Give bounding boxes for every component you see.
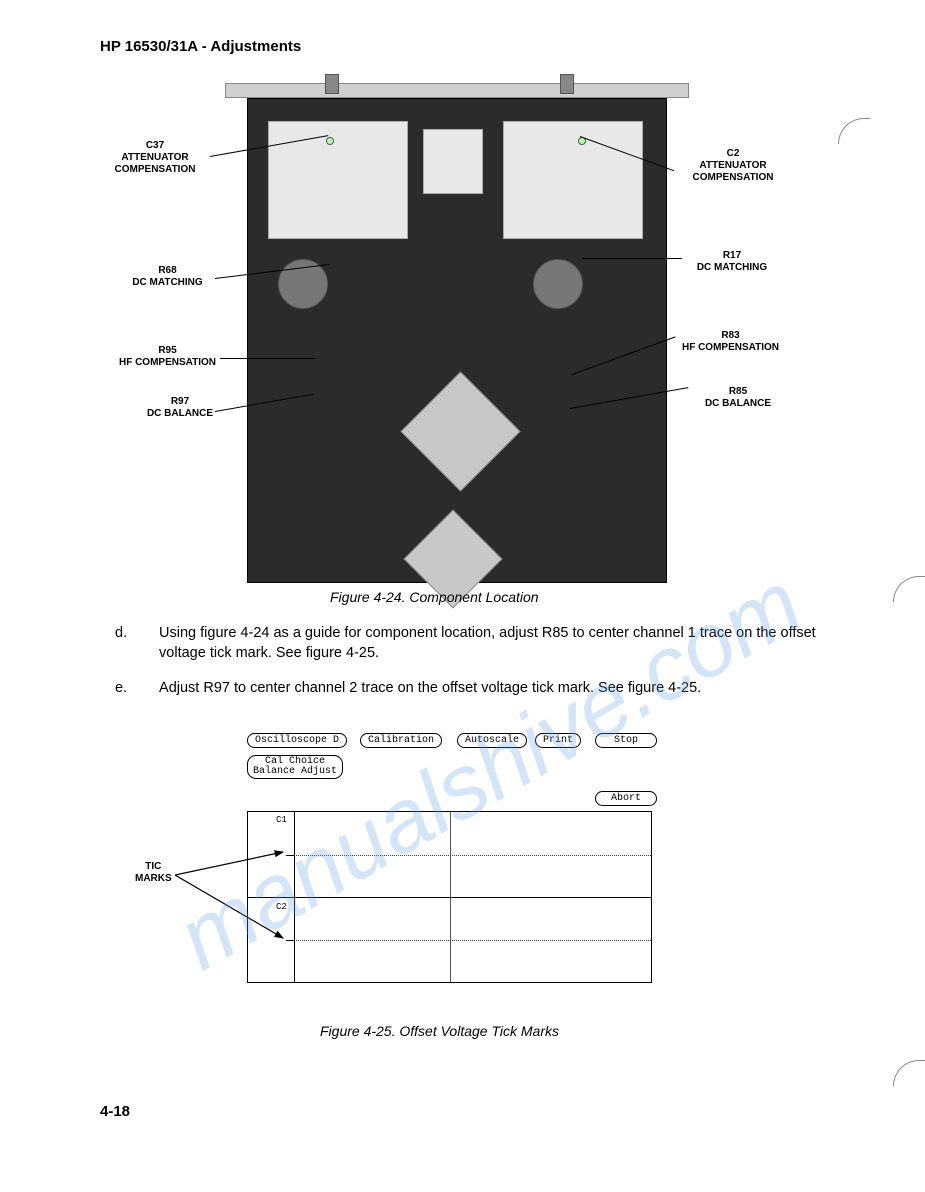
label-ref: R83	[721, 330, 739, 341]
tic-arrows	[175, 840, 290, 950]
label-desc: DC BALANCE	[147, 408, 213, 419]
cal-choice-button: Cal Choice Balance Adjust	[247, 755, 343, 779]
label-ref: R95	[158, 345, 176, 356]
tic-marks-label: TIC MARKS	[135, 861, 172, 885]
callout-line	[582, 258, 682, 259]
abort-button: Abort	[595, 791, 657, 806]
channel-1-label: C1	[276, 815, 287, 825]
label-ref: R85	[729, 386, 747, 397]
callout-line	[220, 358, 315, 359]
label-desc: HF COMPENSATION	[119, 357, 216, 368]
label-ref: C2	[727, 148, 740, 159]
figure-4-25-caption: Figure 4-25. Offset Voltage Tick Marks	[320, 1023, 559, 1039]
scope-trace-c1	[294, 855, 651, 856]
label-ref: C37	[146, 140, 164, 151]
label-ref: R17	[723, 250, 741, 261]
scope-trace-c2	[294, 940, 651, 941]
autoscale-button: Autoscale	[457, 733, 527, 748]
print-button: Print	[535, 733, 581, 748]
label-r17: R17 DC MATCHING	[682, 250, 782, 274]
punch-mark	[838, 118, 870, 144]
punch-mark	[893, 576, 925, 602]
label-r95: R95 HF COMPENSATION	[115, 345, 220, 369]
instruction-d: d. Using figure 4-24 as a guide for comp…	[115, 623, 855, 664]
cal-choice-line2: Balance Adjust	[253, 766, 337, 777]
label-c2: C2 ATTENUATOR COMPENSATION	[678, 148, 788, 184]
punch-mark	[893, 1060, 925, 1086]
pcb-board	[247, 98, 667, 583]
label-desc: DC MATCHING	[697, 262, 767, 273]
label-r85: R85 DC BALANCE	[688, 386, 788, 410]
scope-display: C1 C2	[247, 811, 652, 983]
label-desc: HF COMPENSATION	[682, 342, 779, 353]
page-number: 4-18	[100, 1103, 130, 1120]
pcb-attenuator-block-left	[268, 121, 408, 239]
bnc-connector	[560, 74, 574, 94]
label-r68: R68 DC MATCHING	[120, 265, 215, 289]
instruction-letter: d.	[115, 623, 155, 643]
label-desc: DC MATCHING	[132, 277, 202, 288]
pcb-bracket	[225, 83, 689, 98]
label-ref: R68	[158, 265, 176, 276]
tic-marks-text: TIC MARKS	[135, 861, 172, 884]
figure-4-24: C37 ATTENUATOR COMPENSATION R68 DC MATCH…	[100, 78, 870, 608]
pcb-attenuator-block-right	[503, 121, 643, 239]
label-desc: ATTENUATOR COMPENSATION	[115, 152, 196, 175]
page-header: HP 16530/31A - Adjustments	[100, 38, 301, 55]
figure-4-24-caption: Figure 4-24. Component Location	[330, 589, 539, 605]
instruction-text: Using figure 4-24 as a guide for compone…	[159, 623, 849, 664]
adj-c37	[326, 137, 334, 145]
pcb-capacitor	[533, 259, 583, 309]
pcb-center-component	[423, 129, 483, 194]
calibration-button: Calibration	[360, 733, 442, 748]
label-desc: ATTENUATOR COMPENSATION	[693, 160, 774, 183]
bnc-connector	[325, 74, 339, 94]
instruction-letter: e.	[115, 678, 155, 698]
stop-button: Stop	[595, 733, 657, 748]
label-r83: R83 HF COMPENSATION	[678, 330, 783, 354]
label-ref: R97	[171, 396, 189, 407]
label-desc: DC BALANCE	[705, 398, 771, 409]
label-r97: R97 DC BALANCE	[130, 396, 230, 420]
pcb-chip	[400, 371, 520, 491]
figure-4-25: Oscilloscope D Calibration Autoscale Pri…	[135, 725, 675, 995]
scope-mid-divider	[248, 897, 651, 898]
instruction-text: Adjust R97 to center channel 2 trace on …	[159, 678, 849, 698]
instruction-e: e. Adjust R97 to center channel 2 trace …	[115, 678, 855, 698]
label-c37: C37 ATTENUATOR COMPENSATION	[100, 140, 210, 176]
osc-button: Oscilloscope D	[247, 733, 347, 748]
